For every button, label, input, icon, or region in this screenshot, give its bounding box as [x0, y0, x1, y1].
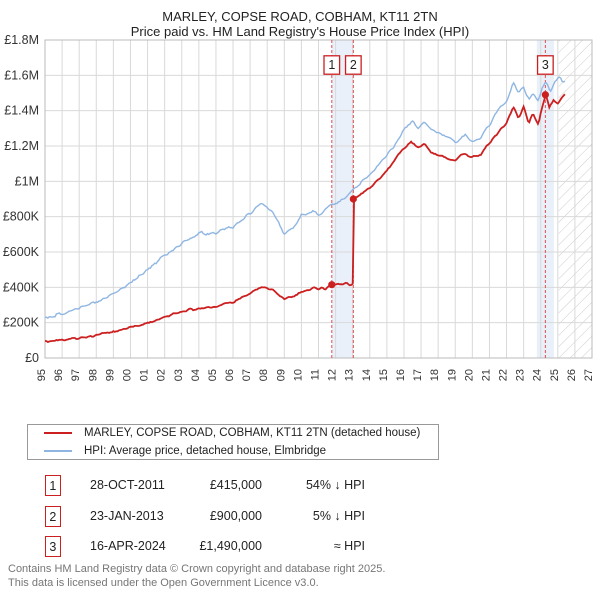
svg-text:10: 10	[292, 369, 304, 381]
svg-text:15: 15	[378, 369, 390, 381]
svg-text:£400K: £400K	[3, 280, 40, 294]
svg-text:£1.4M: £1.4M	[4, 104, 39, 118]
svg-text:20: 20	[463, 369, 475, 381]
svg-text:24: 24	[532, 369, 544, 381]
svg-text:00: 00	[121, 369, 133, 381]
svg-text:£800K: £800K	[3, 210, 40, 224]
svg-text:13: 13	[344, 369, 356, 381]
svg-text:02: 02	[156, 369, 168, 381]
svg-text:16: 16	[395, 369, 407, 381]
svg-text:23: 23	[515, 369, 527, 381]
svg-text:12: 12	[327, 369, 339, 381]
svg-text:14: 14	[361, 369, 373, 381]
svg-text:05: 05	[207, 369, 219, 381]
svg-text:04: 04	[190, 369, 202, 381]
svg-text:22: 22	[498, 369, 510, 381]
svg-text:09: 09	[275, 369, 287, 381]
svg-text:£600K: £600K	[3, 245, 40, 259]
svg-text:03: 03	[173, 369, 185, 381]
svg-text:25: 25	[549, 369, 561, 381]
svg-text:99: 99	[104, 369, 116, 381]
svg-text:1: 1	[328, 58, 335, 72]
svg-text:96: 96	[53, 369, 65, 381]
svg-text:01: 01	[139, 369, 151, 381]
svg-text:21: 21	[480, 369, 492, 381]
svg-text:97: 97	[70, 369, 82, 381]
svg-text:06: 06	[224, 369, 236, 381]
svg-text:£1.2M: £1.2M	[4, 139, 39, 153]
svg-text:11: 11	[310, 369, 322, 380]
svg-text:07: 07	[241, 369, 253, 381]
svg-text:2: 2	[350, 58, 357, 72]
svg-text:£1.6M: £1.6M	[4, 68, 39, 82]
svg-text:17: 17	[412, 369, 424, 381]
svg-text:18: 18	[429, 369, 441, 381]
svg-text:£1.8M: £1.8M	[4, 33, 39, 47]
svg-text:95: 95	[36, 369, 48, 381]
svg-text:26: 26	[566, 369, 578, 381]
svg-text:27: 27	[583, 369, 595, 381]
svg-text:£1M: £1M	[15, 174, 39, 188]
svg-text:£0: £0	[25, 351, 39, 365]
svg-text:3: 3	[542, 58, 549, 72]
svg-text:08: 08	[258, 369, 270, 381]
svg-text:19: 19	[446, 369, 458, 381]
svg-text:98: 98	[87, 369, 99, 381]
svg-text:£200K: £200K	[3, 316, 40, 330]
